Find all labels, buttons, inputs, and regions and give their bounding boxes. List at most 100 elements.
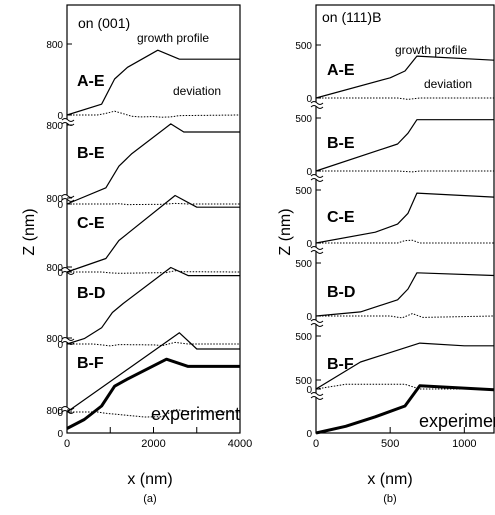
x-tick-label: 500 — [381, 438, 399, 450]
figure-caption: (b) — [383, 493, 396, 505]
axis-break-mark — [310, 396, 324, 400]
panel-label: experiment — [151, 404, 240, 424]
panel-label: experiment — [419, 411, 495, 431]
axis-break-mark — [310, 246, 324, 250]
axis-break-mark — [61, 271, 75, 275]
axis-break-mark — [310, 174, 324, 178]
y-tick-label: 0 — [306, 167, 312, 178]
axis-break-mark — [310, 319, 324, 323]
growth-profile-line — [66, 332, 240, 413]
y-tick-label: 0 — [57, 268, 63, 279]
panel-label: B-D — [327, 284, 355, 301]
axis-break-gap — [63, 119, 71, 123]
y-tick-label: 0 — [306, 239, 312, 250]
y-tick-label: 800 — [46, 263, 63, 274]
x-tick-label: 1000 — [452, 438, 476, 450]
deviation-line — [315, 383, 494, 390]
y-tick-label: 0 — [57, 340, 63, 351]
deviation-line — [67, 341, 240, 347]
axis-break-mark — [61, 194, 75, 198]
growth-profile-line — [66, 123, 240, 205]
panel-label: B-E — [77, 145, 105, 162]
annotation-growth-profile: growth profile — [395, 43, 467, 57]
axis-break-mark — [310, 392, 324, 396]
axis-break-mark — [61, 122, 75, 126]
axis-break-mark — [310, 323, 324, 327]
y-axis-label: Z (nm) — [277, 208, 294, 255]
y-tick-label: 500 — [295, 114, 312, 125]
deviation-line — [316, 313, 495, 319]
chart-title: on (001) — [78, 15, 130, 31]
axis-break-mark — [310, 105, 324, 109]
axis-break-mark — [310, 178, 324, 182]
panel-label: B-E — [327, 135, 355, 152]
x-tick-label: 0 — [313, 438, 319, 450]
y-tick-label: 800 — [46, 334, 63, 345]
x-axis-label: x (nm) — [127, 471, 172, 488]
annotation-deviation: deviation — [424, 77, 472, 91]
deviation-line — [67, 270, 241, 274]
y-tick-label: 0 — [306, 385, 312, 396]
y-tick-label: 500 — [295, 332, 312, 343]
y-tick-label: 800 — [46, 406, 63, 417]
y-tick-label: 0 — [306, 429, 312, 440]
axis-break-mark — [61, 118, 75, 122]
y-tick-label: 800 — [46, 121, 63, 132]
axis-break-gap — [312, 247, 320, 251]
axis-break-mark — [61, 406, 75, 410]
axis-break-mark — [310, 250, 324, 254]
figure-caption: (a) — [143, 493, 156, 505]
panel-label: B-F — [327, 356, 354, 373]
y-tick-label: 0 — [57, 111, 63, 122]
axis-break-gap — [63, 407, 71, 411]
panel-label: B-F — [77, 355, 104, 372]
y-tick-label: 800 — [46, 40, 63, 51]
y-tick-label: 0 — [57, 408, 63, 419]
growth-profile-line — [66, 49, 240, 116]
growth-profile-line — [66, 194, 240, 273]
chart-title: on (111)B — [322, 9, 381, 25]
annotation-growth-profile: growth profile — [137, 31, 209, 45]
axis-break-mark — [61, 341, 75, 345]
y-tick-label: 800 — [46, 194, 63, 205]
y-tick-label: 500 — [295, 259, 312, 270]
axis-break-gap — [312, 175, 320, 179]
growth-profile-line — [315, 192, 495, 244]
axis-break-mark — [310, 101, 324, 105]
y-tick-label: 500 — [295, 376, 312, 387]
growth-profile-line — [315, 342, 494, 390]
y-tick-label: 0 — [57, 200, 63, 211]
panel-label: C-E — [327, 209, 355, 226]
axis-break-gap — [312, 102, 320, 106]
y-axis-label: Z (nm) — [21, 208, 38, 255]
x-tick-label: 2000 — [141, 438, 165, 450]
x-axis-label: x (nm) — [367, 471, 412, 488]
axis-break-mark — [61, 337, 75, 341]
growth-profile-line — [315, 55, 495, 99]
y-tick-label: 500 — [295, 186, 312, 197]
panel-label: A-E — [77, 73, 105, 90]
plot-frame — [315, 4, 495, 434]
experiment-profile — [66, 357, 240, 430]
panel-label: C-E — [77, 215, 105, 232]
x-tick-label: 0 — [64, 438, 70, 450]
axis-break-gap — [63, 338, 71, 342]
axis-break-gap — [63, 268, 71, 272]
axis-break-gap — [312, 320, 320, 324]
growth-profile-line — [66, 266, 240, 345]
experiment-profile — [315, 384, 495, 435]
annotation-deviation: deviation — [173, 84, 221, 98]
panel-label: A-E — [327, 62, 355, 79]
y-tick-label: 500 — [295, 41, 312, 52]
deviation-line — [316, 239, 494, 244]
axis-break-gap — [312, 393, 320, 397]
x-tick-label: 4000 — [228, 438, 252, 450]
deviation-line — [316, 97, 494, 100]
deviation-line — [316, 170, 494, 173]
growth-profile-line — [315, 272, 495, 317]
growth-profile-line — [315, 119, 494, 172]
panel-label: B-D — [77, 285, 105, 302]
